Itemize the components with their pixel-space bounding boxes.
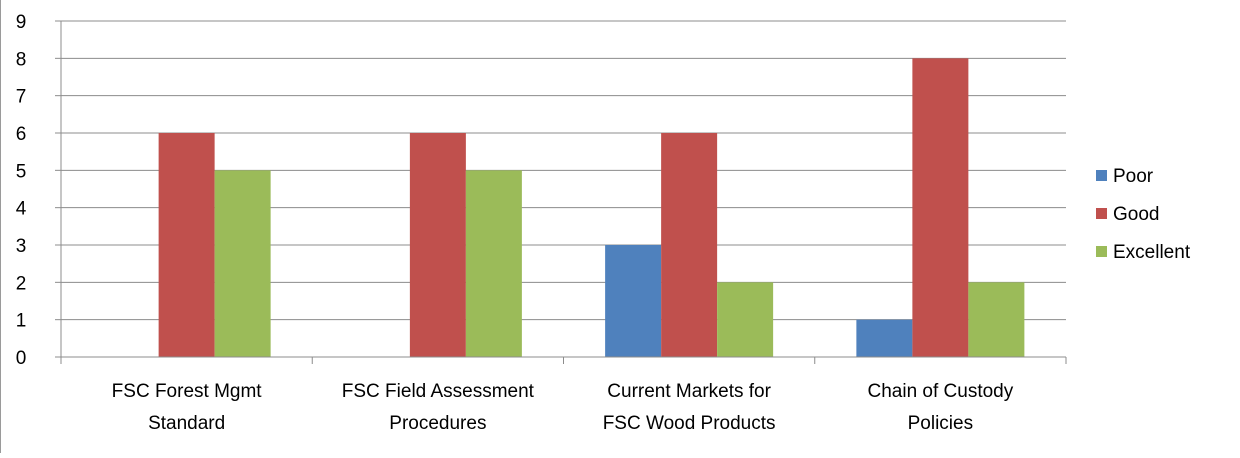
x-category-label: Chain of Custody Policies (868, 381, 1014, 434)
bar-good-2 (409, 133, 466, 357)
bar-excellent-4 (968, 282, 1025, 357)
legend: Poor Good Excellent (1096, 166, 1191, 263)
x-category-label-line: Policies (908, 413, 973, 434)
y-tick-label: 1 (16, 311, 27, 332)
y-tick-label: 2 (16, 273, 27, 294)
x-category-label-line: FSC Forest Mgmt (112, 381, 263, 402)
legend-swatch-poor (1096, 170, 1107, 181)
legend-label-excellent: Excellent (1113, 242, 1191, 263)
axes (55, 20, 1067, 364)
bars (158, 58, 1025, 357)
bar-good-3 (661, 133, 718, 357)
y-tick-label: 7 (16, 87, 27, 108)
y-tick-label: 8 (16, 49, 27, 70)
legend-label-poor: Poor (1113, 166, 1154, 187)
x-category-label: Current Markets for FSC Wood Products (603, 381, 776, 434)
y-tick-label: 5 (16, 161, 27, 182)
bar-excellent-2 (465, 170, 522, 357)
x-axis-category-labels: FSC Forest Mgmt Standard FSC Field Assessm… (112, 381, 1014, 434)
y-axis-tick-labels: 0 1 2 3 4 5 6 7 8 9 (16, 12, 27, 369)
y-tick-label: 9 (16, 12, 27, 33)
legend-label-good: Good (1113, 204, 1159, 225)
legend-swatch-excellent (1096, 246, 1107, 257)
y-tick-label: 6 (16, 124, 27, 145)
x-category-label: FSC Field Assessment Procedures (342, 381, 535, 434)
y-tick-label: 4 (16, 199, 27, 220)
bar-excellent-1 (214, 170, 271, 357)
x-category-label-line: FSC Wood Products (603, 413, 776, 434)
x-category-label-line: Current Markets for (607, 381, 771, 402)
bar-excellent-3 (717, 282, 774, 357)
bar-poor-3 (605, 245, 662, 357)
bar-poor-4 (856, 319, 913, 357)
bar-good-4 (912, 58, 969, 357)
legend-swatch-good (1096, 208, 1107, 219)
x-category-label-line: FSC Field Assessment (342, 381, 535, 402)
y-tick-label: 0 (16, 348, 27, 369)
x-category-label-line: Chain of Custody (868, 381, 1014, 402)
y-tick-label: 3 (16, 236, 27, 257)
x-category-label: FSC Forest Mgmt Standard (112, 381, 263, 434)
bar-good-1 (158, 133, 215, 357)
x-category-label-line: Standard (148, 413, 225, 434)
x-category-label-line: Procedures (389, 413, 486, 434)
